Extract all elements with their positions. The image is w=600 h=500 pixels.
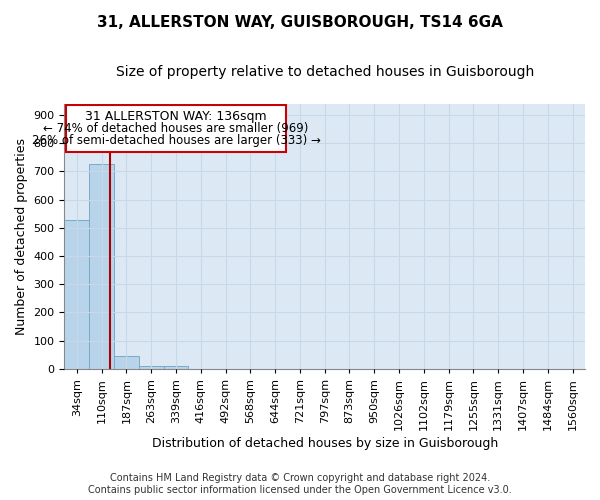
Y-axis label: Number of detached properties: Number of detached properties <box>15 138 28 335</box>
Bar <box>89 164 114 369</box>
Text: Contains HM Land Registry data © Crown copyright and database right 2024.
Contai: Contains HM Land Registry data © Crown c… <box>88 474 512 495</box>
Bar <box>164 366 188 369</box>
Bar <box>64 220 89 369</box>
Text: 26% of semi-detached houses are larger (333) →: 26% of semi-detached houses are larger (… <box>32 134 320 146</box>
Bar <box>65 105 286 152</box>
Bar <box>114 356 139 369</box>
Text: 31 ALLERSTON WAY: 136sqm: 31 ALLERSTON WAY: 136sqm <box>85 110 267 124</box>
Text: ← 74% of detached houses are smaller (969): ← 74% of detached houses are smaller (96… <box>43 122 308 135</box>
Text: 31, ALLERSTON WAY, GUISBOROUGH, TS14 6GA: 31, ALLERSTON WAY, GUISBOROUGH, TS14 6GA <box>97 15 503 30</box>
X-axis label: Distribution of detached houses by size in Guisborough: Distribution of detached houses by size … <box>152 437 498 450</box>
Bar <box>139 366 164 369</box>
Title: Size of property relative to detached houses in Guisborough: Size of property relative to detached ho… <box>116 65 534 79</box>
